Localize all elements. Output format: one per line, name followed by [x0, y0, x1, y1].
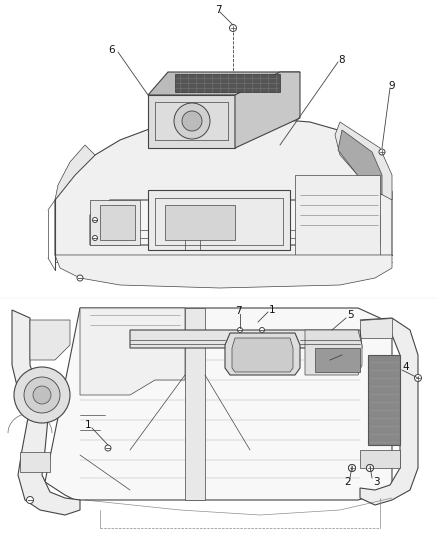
Circle shape: [414, 375, 421, 382]
Polygon shape: [30, 320, 70, 360]
Text: 7: 7: [235, 306, 241, 316]
Polygon shape: [55, 118, 392, 268]
Polygon shape: [360, 318, 418, 505]
Polygon shape: [20, 452, 50, 472]
Text: 1: 1: [268, 305, 276, 315]
Polygon shape: [130, 330, 362, 348]
Polygon shape: [185, 308, 205, 500]
Polygon shape: [175, 74, 280, 92]
Circle shape: [182, 111, 202, 131]
Circle shape: [77, 275, 83, 281]
Text: 2: 2: [345, 477, 351, 487]
Text: 3: 3: [373, 477, 379, 487]
Circle shape: [237, 327, 243, 333]
Polygon shape: [90, 200, 380, 245]
Polygon shape: [148, 190, 290, 250]
Circle shape: [367, 464, 374, 472]
Polygon shape: [55, 255, 392, 288]
Circle shape: [14, 367, 70, 423]
Text: 8: 8: [339, 55, 345, 65]
Circle shape: [230, 25, 237, 31]
Circle shape: [24, 377, 60, 413]
Text: 6: 6: [109, 45, 115, 55]
Circle shape: [27, 497, 33, 504]
Polygon shape: [165, 205, 235, 240]
Polygon shape: [90, 200, 140, 245]
Polygon shape: [12, 310, 80, 515]
Polygon shape: [360, 450, 400, 468]
Circle shape: [92, 217, 98, 222]
Polygon shape: [335, 122, 392, 200]
Circle shape: [105, 445, 111, 451]
Circle shape: [174, 103, 210, 139]
Text: 7: 7: [215, 5, 221, 15]
Text: 10: 10: [342, 347, 354, 357]
Polygon shape: [45, 308, 392, 500]
Polygon shape: [360, 318, 392, 338]
Circle shape: [367, 464, 374, 472]
Polygon shape: [315, 348, 360, 372]
Circle shape: [349, 464, 356, 472]
Circle shape: [92, 236, 98, 240]
Polygon shape: [148, 72, 300, 95]
Polygon shape: [100, 205, 135, 240]
Text: 1: 1: [85, 420, 91, 430]
Polygon shape: [338, 130, 382, 195]
Circle shape: [379, 149, 385, 155]
Circle shape: [33, 386, 51, 404]
Polygon shape: [80, 308, 185, 395]
Text: 5: 5: [347, 310, 353, 320]
Text: 4: 4: [403, 362, 410, 372]
Polygon shape: [368, 355, 400, 445]
Polygon shape: [148, 95, 235, 148]
Circle shape: [349, 464, 356, 472]
Polygon shape: [235, 72, 300, 148]
Polygon shape: [305, 330, 362, 375]
Circle shape: [259, 327, 265, 333]
Polygon shape: [225, 333, 300, 375]
Text: 9: 9: [389, 81, 396, 91]
Polygon shape: [295, 175, 380, 255]
Polygon shape: [232, 338, 293, 372]
Polygon shape: [55, 145, 95, 200]
